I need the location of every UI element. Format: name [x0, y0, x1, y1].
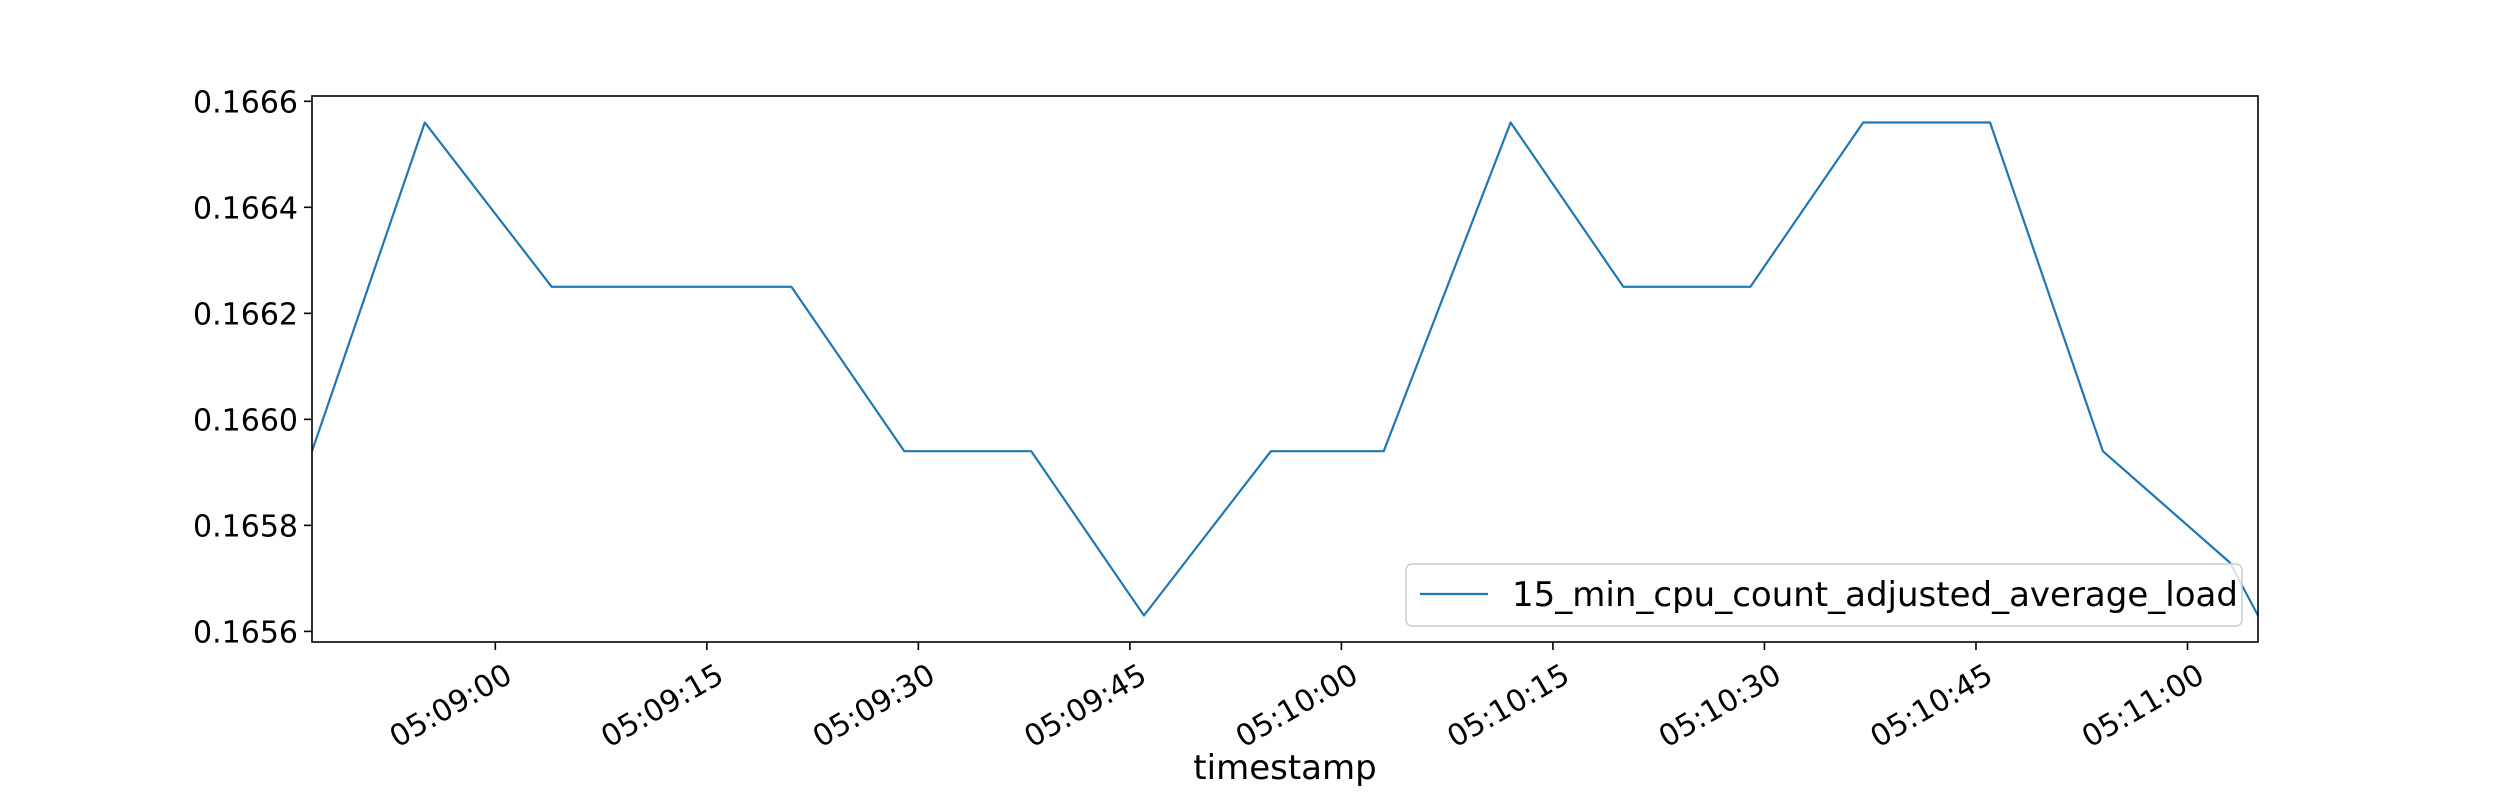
x-tick-label: 05:10:45	[1865, 657, 1999, 755]
y-tick-label: 0.1658	[193, 509, 298, 544]
legend-label-0: 15_min_cpu_count_adjusted_average_load	[1512, 575, 2238, 615]
y-axis: 0.1656 0.1658 0.1660 0.1662 0.1664 0.1666	[193, 85, 312, 650]
x-tick-label: 05:09:45	[1018, 657, 1152, 755]
y-tick-label: 0.1666	[193, 85, 298, 120]
y-tick-label: 0.1662	[193, 297, 298, 332]
y-tick-label: 0.1664	[193, 191, 298, 226]
x-tick-label: 05:09:00	[384, 657, 518, 755]
x-axis-label: timestamp	[1193, 748, 1376, 788]
y-tick-label: 0.1656	[193, 615, 298, 650]
x-tick-label: 05:10:15	[1442, 657, 1576, 755]
x-tick-label: 05:10:30	[1653, 657, 1787, 755]
x-tick-label: 05:09:30	[807, 657, 941, 755]
x-tick-label: 05:10:00	[1230, 657, 1364, 755]
plot-area	[312, 96, 2258, 642]
legend: 15_min_cpu_count_adjusted_average_load	[1405, 563, 2243, 627]
x-tick-label: 05:09:15	[595, 657, 729, 755]
legend-box	[1405, 563, 2243, 627]
series-layer	[310, 121, 2259, 617]
series-line-0	[310, 121, 2259, 617]
y-tick-label: 0.1660	[193, 403, 298, 438]
plot-frame	[311, 95, 2259, 643]
x-tick-label: 05:11:00	[2076, 657, 2210, 755]
x-axis: 05:09:00 05:09:15 05:09:30 05:09:45 05:10:00…	[384, 642, 2210, 755]
